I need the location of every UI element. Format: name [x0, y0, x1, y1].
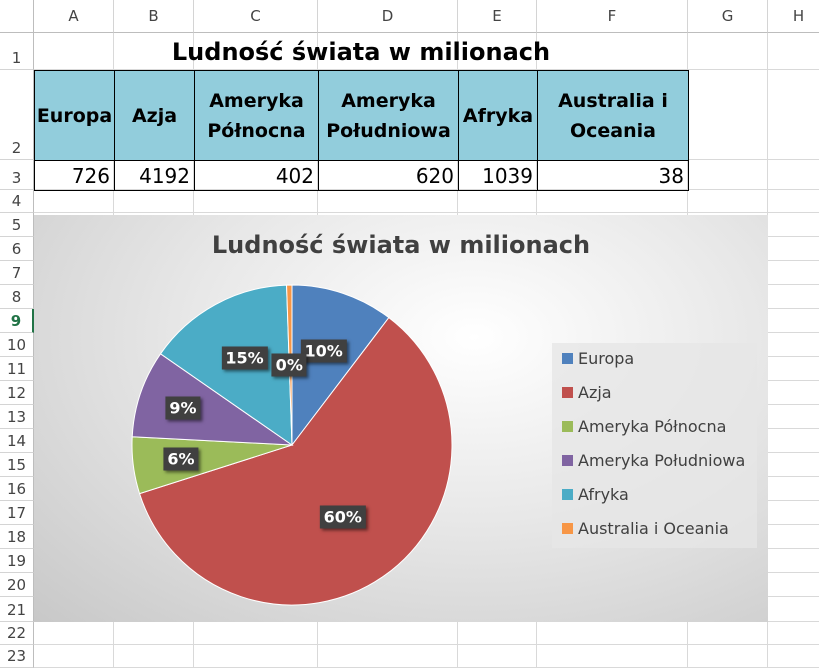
header-cell[interactable]: Australia i Oceania [537, 70, 689, 161]
pie-slice-3[interactable] [131, 353, 294, 446]
data-label[interactable]: 60% [319, 505, 366, 529]
legend-label: Australia i Oceania [578, 519, 729, 538]
value-cell[interactable]: 4192 [114, 160, 195, 191]
data-label[interactable]: 0% [271, 353, 307, 377]
legend-label: Azja [578, 383, 612, 402]
header-cell[interactable]: Azja [114, 70, 195, 161]
row-header-5[interactable]: 5 [0, 213, 34, 237]
legend-swatch [562, 353, 573, 364]
pie-chart[interactable]: Ludność świata w milionach 10% 60% 6% 9% 15%… [34, 215, 768, 622]
row-header-11[interactable]: 11 [0, 357, 34, 381]
legend-item[interactable]: Europa [562, 349, 634, 368]
row-header-13[interactable]: 13 [0, 405, 34, 429]
legend-swatch [562, 387, 573, 398]
chart-legend: Europa Azja Ameryka Północna Ameryka Połudn… [552, 343, 757, 548]
data-label[interactable]: 9% [165, 396, 201, 420]
pie-slice-1[interactable] [138, 316, 453, 606]
column-header-A[interactable]: A [34, 0, 114, 33]
chart-title: Ludność świata w milionach [211, 231, 591, 259]
legend-label: Europa [578, 349, 635, 368]
column-header-E[interactable]: E [458, 0, 537, 33]
legend-swatch [562, 421, 573, 432]
row-header-12[interactable]: 12 [0, 381, 34, 405]
pie-slice-0[interactable] [291, 284, 390, 447]
data-label[interactable]: 6% [163, 447, 199, 471]
column-header-H[interactable]: H [768, 0, 819, 33]
legend-label: Afryka [578, 485, 629, 504]
row-header-1[interactable]: 1 [0, 33, 34, 70]
gridline [34, 189, 819, 190]
row-header-16[interactable]: 16 [0, 477, 34, 501]
gridline [34, 212, 819, 213]
column-header-G[interactable]: G [688, 0, 768, 33]
header-cell[interactable]: Afryka [458, 70, 538, 161]
row-header-22[interactable]: 22 [0, 622, 34, 645]
value-cell[interactable]: 38 [537, 160, 689, 191]
row-header-6[interactable]: 6 [0, 237, 34, 261]
legend-item[interactable]: Ameryka Południowa [562, 451, 745, 470]
value-cell[interactable]: 402 [194, 160, 319, 191]
legend-item[interactable]: Ameryka Północna [562, 417, 726, 436]
row-header-23[interactable]: 23 [0, 645, 34, 668]
select-all-corner[interactable] [0, 0, 34, 33]
gridline [34, 644, 819, 645]
row-header-7[interactable]: 7 [0, 261, 34, 285]
legend-swatch [562, 489, 573, 500]
column-header-D[interactable]: D [318, 0, 458, 33]
legend-swatch [562, 455, 573, 466]
gridline [34, 69, 819, 70]
legend-label: Ameryka Północna [578, 417, 727, 436]
row-header-4[interactable]: 4 [0, 190, 34, 213]
row-header-15[interactable]: 15 [0, 453, 34, 477]
row-header-9[interactable]: 9 [0, 309, 34, 333]
header-cell[interactable]: Ameryka Północna [194, 70, 319, 161]
data-label[interactable]: 15% [221, 346, 268, 370]
value-cell[interactable]: 620 [318, 160, 459, 191]
header-cell[interactable]: Europa [34, 70, 115, 161]
sheet-title[interactable]: Ludność świata w milionach [171, 37, 551, 66]
data-label[interactable]: 10% [300, 339, 347, 363]
row-header-20[interactable]: 20 [0, 573, 34, 597]
column-header-F[interactable]: F [537, 0, 688, 33]
row-header-3[interactable]: 3 [0, 160, 34, 190]
value-cell[interactable]: 726 [34, 160, 115, 191]
row-header-2[interactable]: 2 [0, 70, 34, 160]
legend-item[interactable]: Azja [562, 383, 612, 402]
legend-item[interactable]: Australia i Oceania [562, 519, 729, 538]
header-cell[interactable]: Ameryka Południowa [318, 70, 459, 161]
row-header-10[interactable]: 10 [0, 333, 34, 357]
row-header-14[interactable]: 14 [0, 429, 34, 453]
legend-swatch [562, 523, 573, 534]
legend-item[interactable]: Afryka [562, 485, 629, 504]
row-header-18[interactable]: 18 [0, 525, 34, 549]
column-header-B[interactable]: B [114, 0, 194, 33]
row-header-19[interactable]: 19 [0, 549, 34, 573]
row-header-21[interactable]: 21 [0, 597, 34, 622]
legend-label: Ameryka Południowa [578, 451, 746, 470]
value-cell[interactable]: 1039 [458, 160, 538, 191]
row-header-17[interactable]: 17 [0, 501, 34, 525]
row-header-8[interactable]: 8 [0, 285, 34, 309]
column-header-C[interactable]: C [194, 0, 318, 33]
